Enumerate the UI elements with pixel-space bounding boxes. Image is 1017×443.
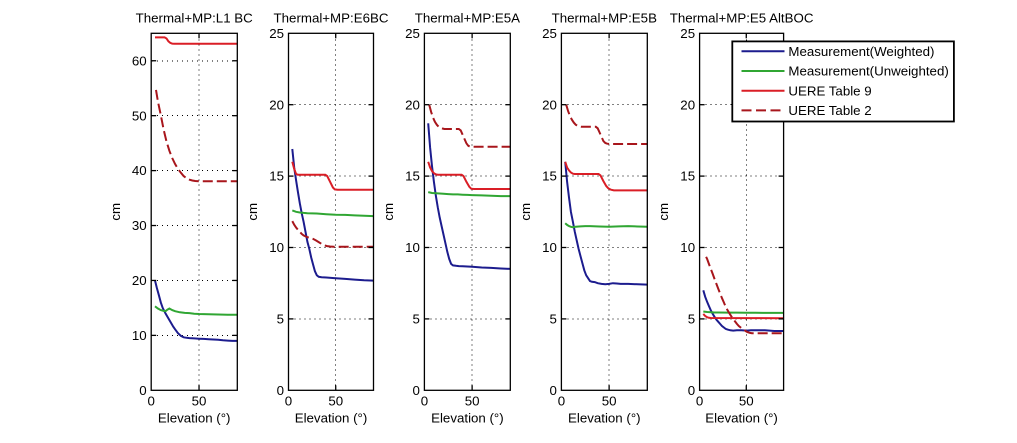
svg-text:20: 20 <box>680 97 695 112</box>
svg-text:0: 0 <box>688 383 695 398</box>
svg-text:30: 30 <box>132 218 147 233</box>
svg-text:10: 10 <box>269 240 284 255</box>
svg-text:UERE Table 9: UERE Table 9 <box>788 83 871 98</box>
svg-text:25: 25 <box>680 26 695 41</box>
svg-text:0: 0 <box>412 383 419 398</box>
svg-text:20: 20 <box>132 273 147 288</box>
svg-text:Elevation (°): Elevation (°) <box>568 411 641 426</box>
svg-text:0: 0 <box>147 394 154 409</box>
svg-text:15: 15 <box>269 169 284 184</box>
svg-text:5: 5 <box>549 312 556 327</box>
svg-text:cm: cm <box>108 203 123 221</box>
svg-text:60: 60 <box>132 53 147 68</box>
svg-text:20: 20 <box>269 97 284 112</box>
svg-text:0: 0 <box>139 383 146 398</box>
svg-text:20: 20 <box>542 97 557 112</box>
svg-text:15: 15 <box>405 169 420 184</box>
svg-text:0: 0 <box>277 383 284 398</box>
svg-text:Thermal+MP:E6BC: Thermal+MP:E6BC <box>274 10 389 25</box>
svg-text:Elevation (°): Elevation (°) <box>705 411 778 426</box>
svg-text:25: 25 <box>542 26 557 41</box>
svg-text:Thermal+MP:E5 AltBOC: Thermal+MP:E5 AltBOC <box>670 10 814 25</box>
svg-text:Elevation (°): Elevation (°) <box>158 411 231 426</box>
svg-text:40: 40 <box>132 163 147 178</box>
svg-text:50: 50 <box>739 394 754 409</box>
svg-text:5: 5 <box>277 312 284 327</box>
svg-text:25: 25 <box>269 26 284 41</box>
svg-text:cm: cm <box>518 203 533 221</box>
svg-text:0: 0 <box>558 394 565 409</box>
svg-text:50: 50 <box>192 394 207 409</box>
svg-text:Thermal+MP:L1 BC: Thermal+MP:L1 BC <box>136 10 254 25</box>
svg-text:50: 50 <box>328 394 343 409</box>
svg-text:10: 10 <box>132 328 147 343</box>
svg-text:0: 0 <box>696 394 703 409</box>
svg-text:Measurement(Unweighted): Measurement(Unweighted) <box>788 64 948 79</box>
svg-text:0: 0 <box>549 383 556 398</box>
svg-text:Elevation (°): Elevation (°) <box>295 411 368 426</box>
svg-text:UERE Table 2: UERE Table 2 <box>788 103 871 118</box>
svg-text:Measurement(Weighted): Measurement(Weighted) <box>788 44 934 59</box>
svg-text:50: 50 <box>465 394 480 409</box>
svg-text:cm: cm <box>656 203 671 221</box>
svg-text:Thermal+MP:E5A: Thermal+MP:E5A <box>415 10 520 25</box>
svg-text:Thermal+MP:E5B: Thermal+MP:E5B <box>552 10 657 25</box>
svg-text:10: 10 <box>680 240 695 255</box>
svg-text:15: 15 <box>542 169 557 184</box>
svg-text:50: 50 <box>602 394 617 409</box>
svg-text:cm: cm <box>381 203 396 221</box>
svg-text:cm: cm <box>245 203 260 221</box>
svg-text:20: 20 <box>405 97 420 112</box>
svg-text:15: 15 <box>680 169 695 184</box>
svg-text:Elevation (°): Elevation (°) <box>431 411 504 426</box>
svg-text:5: 5 <box>688 312 695 327</box>
svg-text:5: 5 <box>412 312 419 327</box>
svg-text:50: 50 <box>132 108 147 123</box>
svg-text:10: 10 <box>542 240 557 255</box>
svg-text:10: 10 <box>405 240 420 255</box>
svg-text:0: 0 <box>421 394 428 409</box>
svg-text:25: 25 <box>405 26 420 41</box>
svg-text:0: 0 <box>285 394 292 409</box>
